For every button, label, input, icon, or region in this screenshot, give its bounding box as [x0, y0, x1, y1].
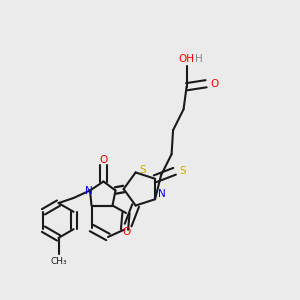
Text: O: O — [122, 226, 131, 237]
Text: O: O — [210, 79, 219, 89]
Text: O: O — [99, 154, 108, 165]
Text: N: N — [85, 185, 92, 196]
Text: CH₃: CH₃ — [50, 257, 67, 266]
Text: H: H — [195, 54, 203, 64]
Text: S: S — [139, 165, 146, 175]
Text: S: S — [180, 166, 186, 176]
Text: N: N — [158, 189, 166, 199]
Text: OH: OH — [178, 54, 195, 64]
